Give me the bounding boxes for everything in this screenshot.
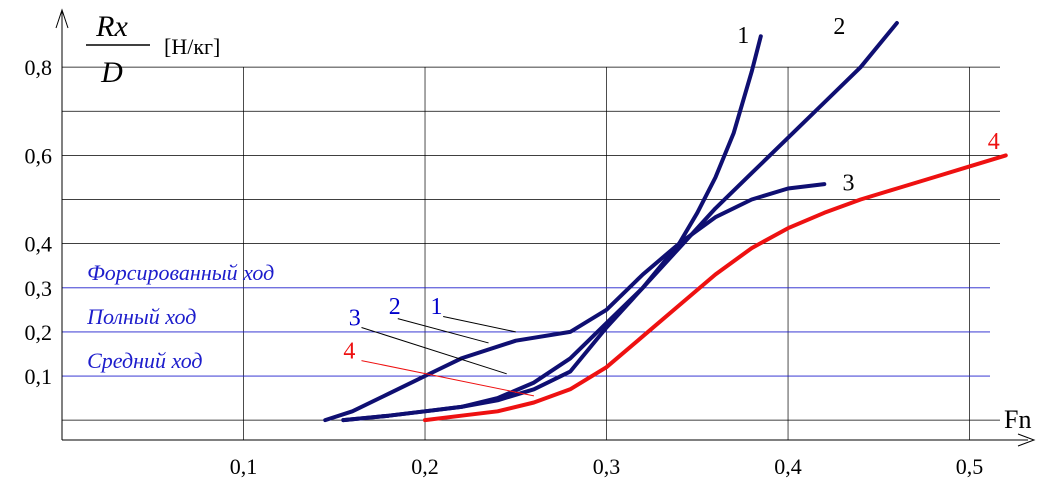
leader-label: 2 (389, 294, 401, 320)
y-label-numerator: Rx (95, 10, 128, 43)
y-tick-label: 0,4 (25, 232, 53, 257)
regime-label: Полный ход (86, 304, 196, 329)
y-axis-arrow (55, 8, 69, 29)
y-tick-label: 0,3 (25, 276, 53, 301)
y-label-unit: [Н/кг] (164, 34, 220, 59)
leader-line (361, 327, 507, 375)
y-tick-label: 0,1 (25, 364, 53, 389)
leader-label: 3 (349, 305, 361, 331)
series-2-line (341, 21, 899, 423)
y-axis-label: Rx D [Н/кг] (86, 10, 220, 89)
regime-label: Форсированный ход (87, 260, 274, 285)
x-tick-label: 0,2 (411, 454, 439, 479)
y-tick-label: 0,6 (25, 143, 53, 168)
regime-lines: Форсированный ход Полный ход Средний ход (62, 260, 990, 377)
y-label-denominator: D (100, 56, 123, 89)
series-label: 1 (737, 23, 749, 49)
regime-label: Средний ход (87, 348, 203, 373)
tick-labels: 0,1 0,2 0,3 0,4 0,5 0,1 0,2 0,3 0,4 0,6 0,8 (25, 55, 984, 479)
series-label: 3 (842, 171, 854, 197)
x-axis-label: Fn (1004, 405, 1031, 434)
leader-lines: 1 2 3 4 (343, 294, 535, 397)
grid (62, 66, 1000, 440)
series-4-line (423, 153, 1008, 423)
leader-label: 1 (430, 294, 442, 320)
x-tick-label: 0,1 (230, 454, 258, 479)
x-tick-label: 0,3 (593, 454, 621, 479)
series-3-line (323, 182, 827, 423)
leader-line (397, 318, 489, 344)
y-tick-label: 0,8 (25, 55, 53, 80)
series-label: 4 (988, 129, 1000, 155)
series-label: 2 (833, 14, 845, 40)
y-tick-label: 0,2 (25, 320, 53, 345)
leader-label: 4 (343, 338, 355, 364)
x-tick-label: 0,4 (774, 454, 802, 479)
leader-line (443, 315, 516, 333)
x-tick-label: 0,5 (956, 454, 984, 479)
series: 1 2 3 4 (323, 14, 1008, 423)
leader-line (361, 360, 535, 397)
axes (55, 8, 1036, 447)
x-axis-arrow (1017, 433, 1036, 447)
